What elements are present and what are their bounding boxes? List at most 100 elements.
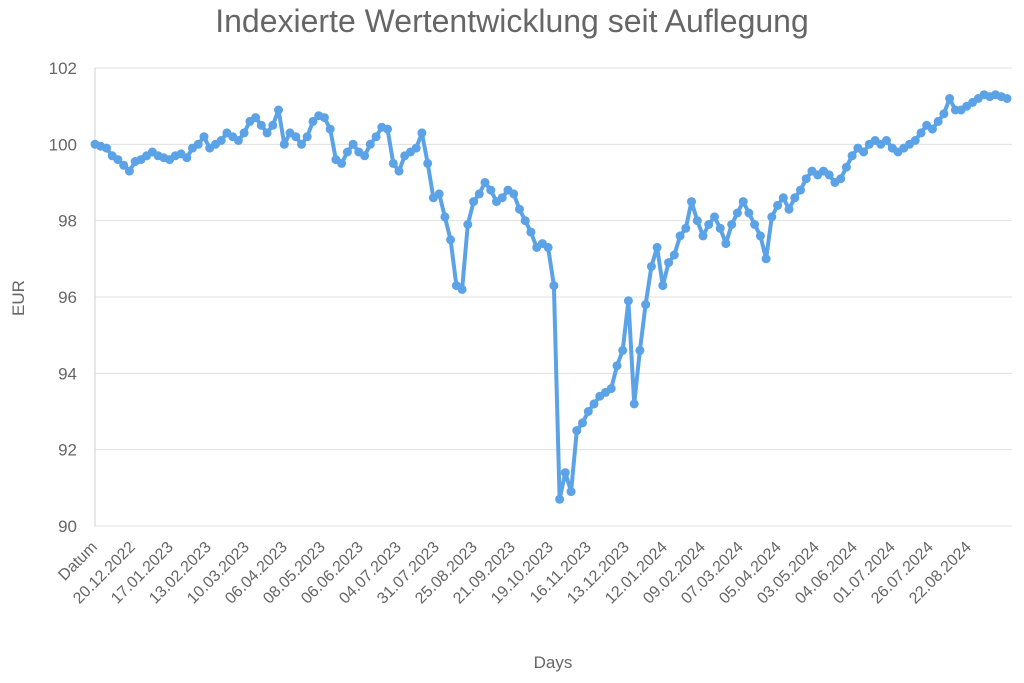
data-point[interactable]: [761, 254, 771, 264]
data-point[interactable]: [910, 136, 920, 145]
data-point[interactable]: [790, 193, 800, 203]
data-point[interactable]: [583, 407, 593, 416]
data-point[interactable]: [773, 200, 783, 210]
data-point[interactable]: [681, 223, 691, 233]
data-point[interactable]: [446, 235, 456, 245]
data-point[interactable]: [692, 216, 702, 226]
data-point[interactable]: [1002, 94, 1012, 103]
data-point[interactable]: [239, 128, 249, 138]
data-point[interactable]: [732, 208, 742, 218]
data-point[interactable]: [457, 284, 467, 294]
data-point[interactable]: [555, 494, 565, 504]
data-point[interactable]: [274, 105, 283, 115]
data-point[interactable]: [784, 204, 794, 214]
data-point[interactable]: [256, 120, 266, 130]
data-point[interactable]: [423, 158, 433, 168]
data-point[interactable]: [411, 143, 421, 153]
data-point[interactable]: [629, 399, 639, 409]
data-point[interactable]: [882, 136, 891, 145]
data-point[interactable]: [755, 231, 765, 241]
data-point[interactable]: [778, 193, 788, 203]
data-point[interactable]: [440, 212, 450, 222]
data-point[interactable]: [669, 250, 679, 260]
data-point[interactable]: [102, 143, 111, 153]
data-point[interactable]: [348, 139, 358, 149]
data-point[interactable]: [635, 345, 645, 355]
data-point[interactable]: [658, 281, 668, 291]
data-point[interactable]: [520, 216, 530, 226]
data-point[interactable]: [572, 426, 582, 436]
data-point[interactable]: [297, 139, 306, 149]
data-point[interactable]: [687, 197, 696, 207]
data-point[interactable]: [216, 136, 226, 145]
data-point[interactable]: [698, 231, 708, 241]
data-point[interactable]: [836, 174, 846, 184]
data-point[interactable]: [704, 220, 714, 229]
data-point[interactable]: [612, 361, 622, 371]
data-point[interactable]: [291, 132, 301, 142]
data-point[interactable]: [337, 158, 347, 168]
data-point[interactable]: [715, 223, 725, 233]
data-point[interactable]: [623, 296, 633, 306]
data-point[interactable]: [233, 136, 243, 145]
data-point[interactable]: [417, 128, 427, 138]
data-point[interactable]: [646, 262, 656, 271]
data-point[interactable]: [509, 189, 519, 199]
data-point[interactable]: [308, 116, 318, 126]
data-point[interactable]: [543, 242, 553, 252]
data-point[interactable]: [560, 468, 570, 478]
data-point[interactable]: [675, 231, 685, 241]
data-point[interactable]: [434, 189, 444, 199]
data-point[interactable]: [486, 185, 496, 195]
data-point[interactable]: [325, 124, 335, 134]
data-point[interactable]: [360, 151, 370, 161]
data-point[interactable]: [526, 227, 536, 237]
data-point[interactable]: [480, 178, 490, 187]
data-point[interactable]: [383, 124, 392, 134]
data-point[interactable]: [641, 300, 651, 310]
data-point[interactable]: [199, 132, 209, 142]
data-point[interactable]: [721, 239, 731, 249]
data-point[interactable]: [515, 204, 524, 214]
data-point[interactable]: [302, 132, 312, 142]
data-point[interactable]: [279, 139, 289, 149]
data-point[interactable]: [193, 139, 203, 149]
data-point[interactable]: [578, 418, 587, 428]
data-point[interactable]: [916, 128, 926, 138]
data-point[interactable]: [796, 185, 805, 195]
data-point[interactable]: [371, 132, 381, 142]
data-point[interactable]: [119, 160, 129, 170]
data-point[interactable]: [841, 162, 851, 172]
data-point[interactable]: [463, 220, 473, 229]
data-point[interactable]: [342, 147, 352, 157]
data-point[interactable]: [750, 220, 760, 229]
data-point[interactable]: [767, 212, 777, 222]
data-point[interactable]: [939, 109, 949, 119]
data-point[interactable]: [738, 197, 748, 207]
data-point[interactable]: [474, 189, 484, 199]
data-point[interactable]: [549, 281, 559, 291]
data-point[interactable]: [933, 116, 943, 126]
data-point[interactable]: [251, 113, 261, 123]
data-point[interactable]: [365, 139, 375, 149]
data-point[interactable]: [859, 147, 869, 157]
data-point[interactable]: [801, 174, 811, 184]
data-point[interactable]: [262, 128, 272, 138]
data-point[interactable]: [744, 208, 754, 218]
data-point[interactable]: [710, 212, 719, 222]
data-point[interactable]: [824, 170, 834, 180]
data-point[interactable]: [652, 242, 662, 252]
data-point[interactable]: [469, 197, 479, 207]
data-point[interactable]: [606, 384, 616, 394]
data-point[interactable]: [124, 166, 134, 176]
data-point[interactable]: [113, 155, 123, 165]
data-point[interactable]: [388, 158, 398, 168]
data-point[interactable]: [589, 399, 599, 409]
data-point[interactable]: [847, 151, 857, 161]
data-point[interactable]: [927, 124, 937, 134]
data-point[interactable]: [664, 258, 674, 268]
data-point[interactable]: [618, 345, 628, 355]
data-point[interactable]: [319, 113, 329, 123]
data-point[interactable]: [497, 193, 507, 203]
data-point[interactable]: [182, 153, 192, 163]
